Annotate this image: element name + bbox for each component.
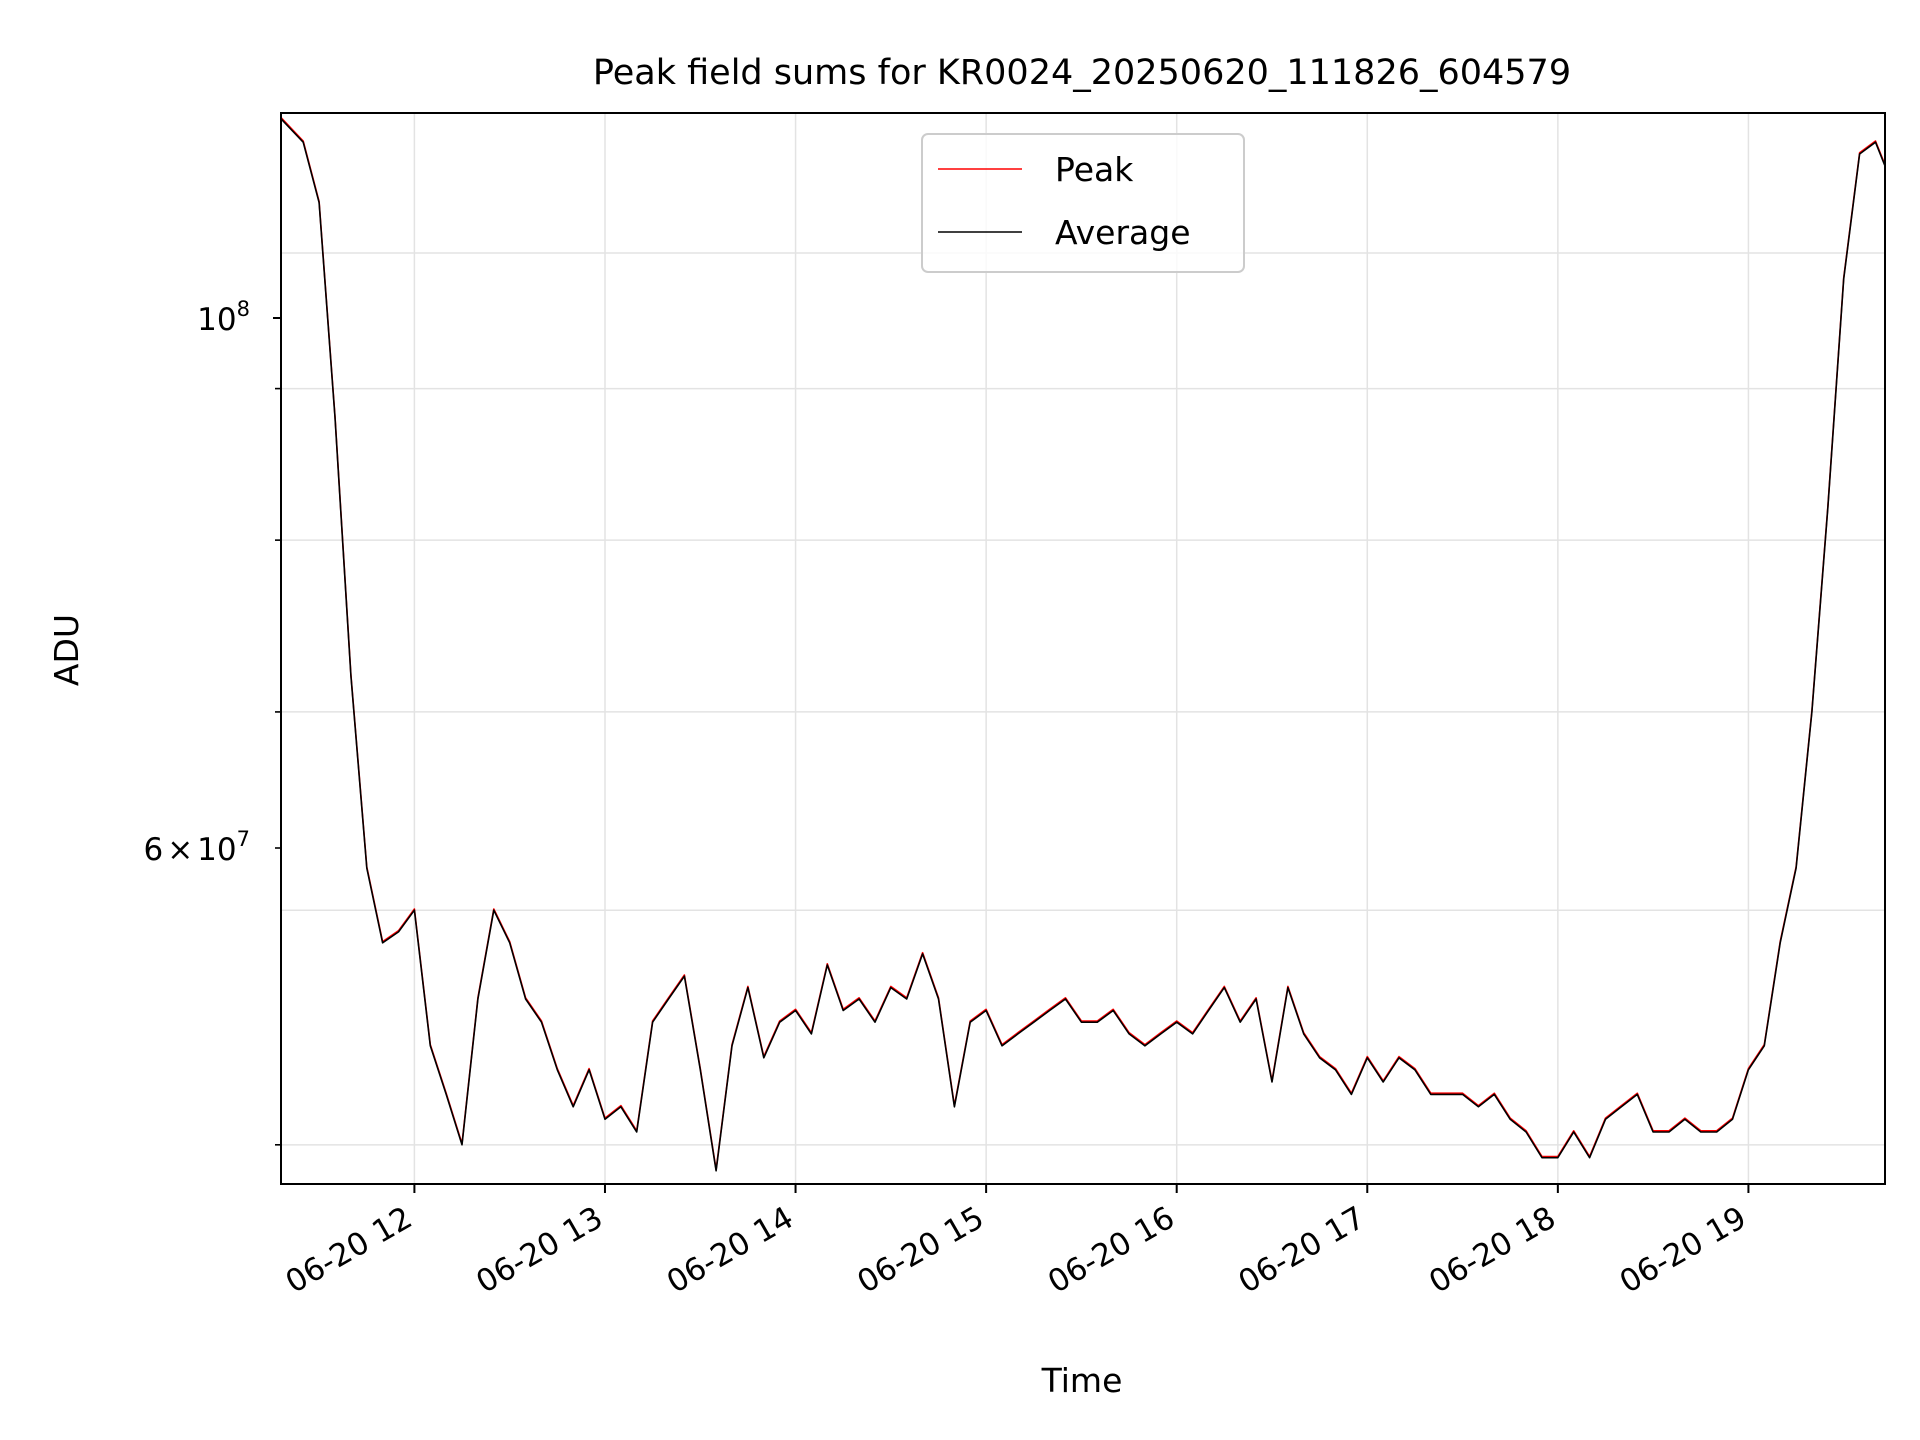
legend-peak-label: Peak — [1055, 150, 1134, 189]
y-tick-label-minor: 6 × 107 — [143, 827, 250, 868]
chart-title: Peak field sums for KR0024_20250620_1118… — [593, 53, 1571, 93]
legend-average-label: Average — [1055, 213, 1191, 252]
legend: Peak Average — [921, 133, 1245, 273]
y-tick-label-major: 108 — [197, 297, 250, 338]
x-axis-label: Time — [1041, 1361, 1123, 1400]
y-axis-label: ADU — [47, 614, 86, 686]
series-average-line — [280, 118, 1886, 1172]
y-axis-ticks: 108 6 × 107 — [143, 297, 281, 1146]
plot-area — [280, 117, 1886, 1172]
axes-frame — [280, 112, 1886, 1185]
